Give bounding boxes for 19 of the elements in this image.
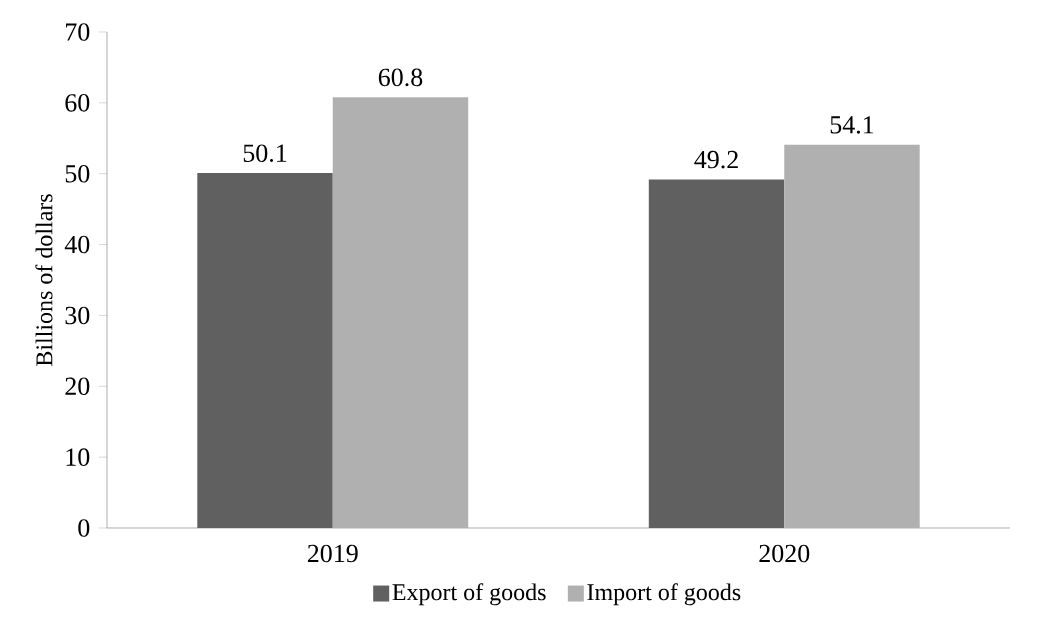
x-tick-label: 2020 <box>759 544 810 563</box>
bar <box>784 144 920 528</box>
y-tick-label: 0 <box>78 519 90 537</box>
y-tick-label: 60 <box>65 94 90 112</box>
y-tick-label: 50 <box>65 164 90 183</box>
x-tick-label: 2019 <box>307 544 358 563</box>
data-label: 60.8 <box>378 68 423 87</box>
y-axis-title: Billions of dollars <box>35 194 53 366</box>
data-label: 49.2 <box>694 150 738 169</box>
legend-label: Export of goods <box>392 583 546 606</box>
data-label: 54.1 <box>830 116 874 134</box>
y-tick-label: 10 <box>66 448 90 466</box>
y-tick-label: 70 <box>66 23 90 41</box>
y-tick-label: 40 <box>64 235 90 254</box>
y-tick-label: 20 <box>65 377 90 396</box>
legend-label: Import of goods <box>587 583 741 606</box>
data-label: 50.1 <box>243 144 287 163</box>
y-tick-label: 30 <box>65 306 90 325</box>
bar <box>332 97 469 528</box>
